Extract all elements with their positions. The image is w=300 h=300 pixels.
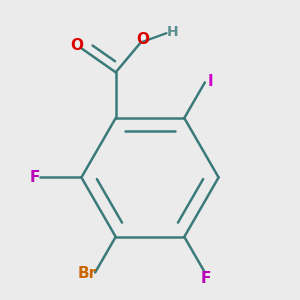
Text: F: F (29, 170, 40, 185)
Text: F: F (201, 271, 211, 286)
Text: O: O (136, 32, 149, 47)
Text: I: I (208, 74, 213, 89)
Text: H: H (167, 25, 178, 39)
Text: Br: Br (78, 266, 97, 281)
Text: O: O (70, 38, 83, 53)
